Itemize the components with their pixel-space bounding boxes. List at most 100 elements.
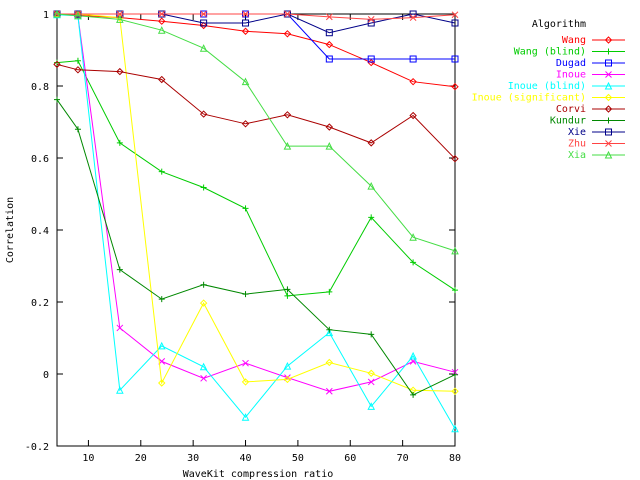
data-point [409, 55, 417, 63]
legend-entry-marker [604, 93, 613, 102]
data-point [451, 424, 459, 433]
legend-entry-label: Xia [568, 150, 586, 161]
x-tick-label: 50 [292, 453, 304, 464]
series-line [56, 99, 456, 396]
axis-ticks: 10 20 30 40 50 60 70 80 -0.2 0 0.2 0.4 0.6 0.8 1 [25, 10, 461, 464]
series-line [56, 13, 456, 392]
x-tick-label: 20 [135, 453, 147, 464]
data-point [116, 67, 124, 76]
series-inoue [53, 10, 459, 395]
data-point [367, 378, 375, 386]
data-point [283, 142, 292, 150]
series-line [57, 13, 456, 392]
x-tick-label: 40 [240, 453, 252, 464]
data-point [283, 361, 292, 370]
data-point [284, 10, 291, 18]
data-point [367, 55, 375, 63]
data-point [241, 413, 250, 421]
data-point [325, 142, 334, 150]
data-point [200, 281, 207, 288]
data-point [325, 123, 334, 131]
data-point [241, 120, 250, 128]
legend-entry-label: Zhu [568, 139, 586, 150]
y-tick-label: 0.2 [31, 298, 49, 309]
legend-entry-label: Inoue (significant) [472, 93, 586, 104]
legend-entry-marker [605, 128, 612, 136]
data-point [284, 292, 291, 299]
data-point [325, 29, 333, 37]
data-point [326, 288, 333, 295]
data-point [158, 17, 166, 25]
data-point [325, 358, 334, 367]
legend-entry-marker [604, 150, 613, 159]
data-point [367, 16, 375, 23]
data-point [158, 379, 166, 387]
data-point [74, 126, 81, 133]
data-point [116, 266, 123, 273]
data-point [283, 375, 292, 384]
data-point [451, 83, 459, 91]
series-kundur [54, 96, 458, 398]
data-point [157, 341, 166, 350]
legend-entry-label: Inoue [556, 70, 586, 81]
y-tick-label: 0.4 [31, 226, 49, 237]
data-point [199, 44, 208, 52]
legend-title: Algorithm [532, 19, 586, 30]
x-tick-label: 30 [187, 453, 199, 464]
legend-entry-label: Kundur [550, 116, 586, 127]
series-corvi [53, 60, 459, 163]
data-point [452, 287, 458, 294]
legend-entry-marker [604, 105, 613, 113]
data-point [53, 60, 61, 69]
data-point [200, 19, 208, 27]
data-point [241, 378, 250, 386]
data-point [74, 66, 82, 74]
data-point [451, 246, 459, 255]
data-point [200, 374, 207, 382]
data-point [200, 10, 207, 18]
y-axis-label: Correlation [5, 197, 16, 263]
data-point [409, 77, 417, 86]
x-tick-label: 70 [397, 453, 409, 464]
legend-entry-marker [605, 140, 612, 147]
data-point [158, 10, 166, 18]
data-point [158, 75, 166, 84]
data-point [409, 233, 417, 241]
legend-entry-marker [604, 81, 613, 90]
legend-entry-marker [605, 48, 612, 55]
series-inoue-significant [53, 10, 459, 395]
data-point [199, 362, 208, 371]
data-point [116, 139, 123, 146]
data-point [368, 331, 375, 338]
y-tick-label: 0 [43, 370, 49, 381]
legend-entry-marker [605, 71, 612, 78]
data-point [284, 286, 291, 293]
data-point [325, 328, 334, 337]
data-point [409, 111, 417, 120]
legend-entry-marker [605, 59, 612, 67]
data-point [326, 326, 333, 333]
legend-entry-label: Wang [562, 35, 586, 46]
legend-entry-marker [604, 36, 613, 44]
data-point [242, 10, 249, 18]
legend-entry-label: Xie [568, 127, 586, 138]
data-point [283, 30, 292, 38]
series-line [56, 13, 456, 88]
data-point [409, 351, 417, 360]
data-point [116, 10, 124, 18]
data-point [367, 181, 376, 190]
data-point [199, 299, 208, 307]
data-series [53, 9, 459, 433]
data-point [199, 21, 208, 30]
data-point [451, 19, 459, 27]
data-point [367, 402, 376, 410]
y-tick-label: -0.2 [25, 442, 49, 453]
y-tick-label: 0.6 [31, 154, 49, 165]
data-point [199, 110, 208, 118]
data-point [325, 40, 334, 49]
data-point [158, 168, 165, 175]
data-point [116, 324, 124, 332]
x-tick-label: 10 [82, 453, 94, 464]
